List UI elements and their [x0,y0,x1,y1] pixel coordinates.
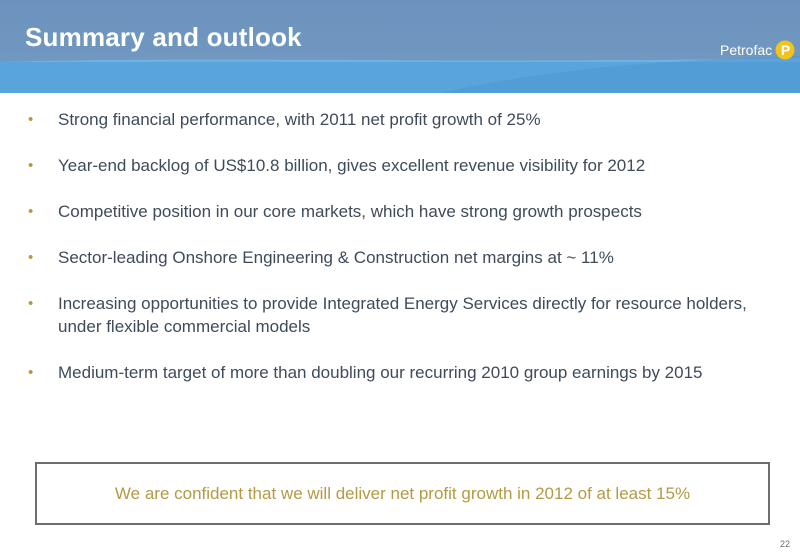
bullet-marker: • [28,111,34,128]
bullet-text: Sector-leading Onshore Engineering & Con… [58,248,614,267]
bullet-text: Year-end backlog of US$10.8 billion, giv… [58,156,646,175]
bullet-item: • Sector-leading Onshore Engineering & C… [28,246,778,269]
petrofac-logo-icon: P [775,40,795,60]
bullet-item: • Year-end backlog of US$10.8 billion, g… [28,154,778,177]
callout-text: We are confident that we will deliver ne… [114,484,691,503]
bullet-marker: • [28,295,34,312]
bullet-item: • Medium-term target of more than doubli… [28,361,778,384]
page-number: 22 [779,539,790,549]
petrofac-logo: Petrofac P [720,39,795,61]
bullet-item: • Competitive position in our core marke… [28,200,778,223]
bullet-text: Strong financial performance, with 2011 … [58,110,541,129]
bullet-marker: • [28,364,34,381]
logo-mark-letter: P [781,42,790,58]
page-title: Summary and outlook [25,22,302,52]
bullet-item: • Increasing opportunities to provide In… [28,292,778,338]
logo-text: Petrofac [720,42,773,58]
bullet-text: Medium-term target of more than doubling… [58,363,703,382]
bullet-marker: • [28,249,34,266]
bullet-marker: • [28,203,34,220]
summary-bullet-list: • Strong financial performance, with 201… [28,108,778,407]
bullet-marker: • [28,157,34,174]
header-swoosh-decoration [0,56,800,93]
bullet-text: Competitive position in our core markets… [58,202,642,221]
bullet-text: Increasing opportunities to provide Inte… [58,294,747,336]
bullet-item: • Strong financial performance, with 201… [28,108,778,131]
slide-header: Summary and outlook Petrofac P [0,0,800,93]
outlook-callout-box: We are confident that we will deliver ne… [35,462,770,525]
